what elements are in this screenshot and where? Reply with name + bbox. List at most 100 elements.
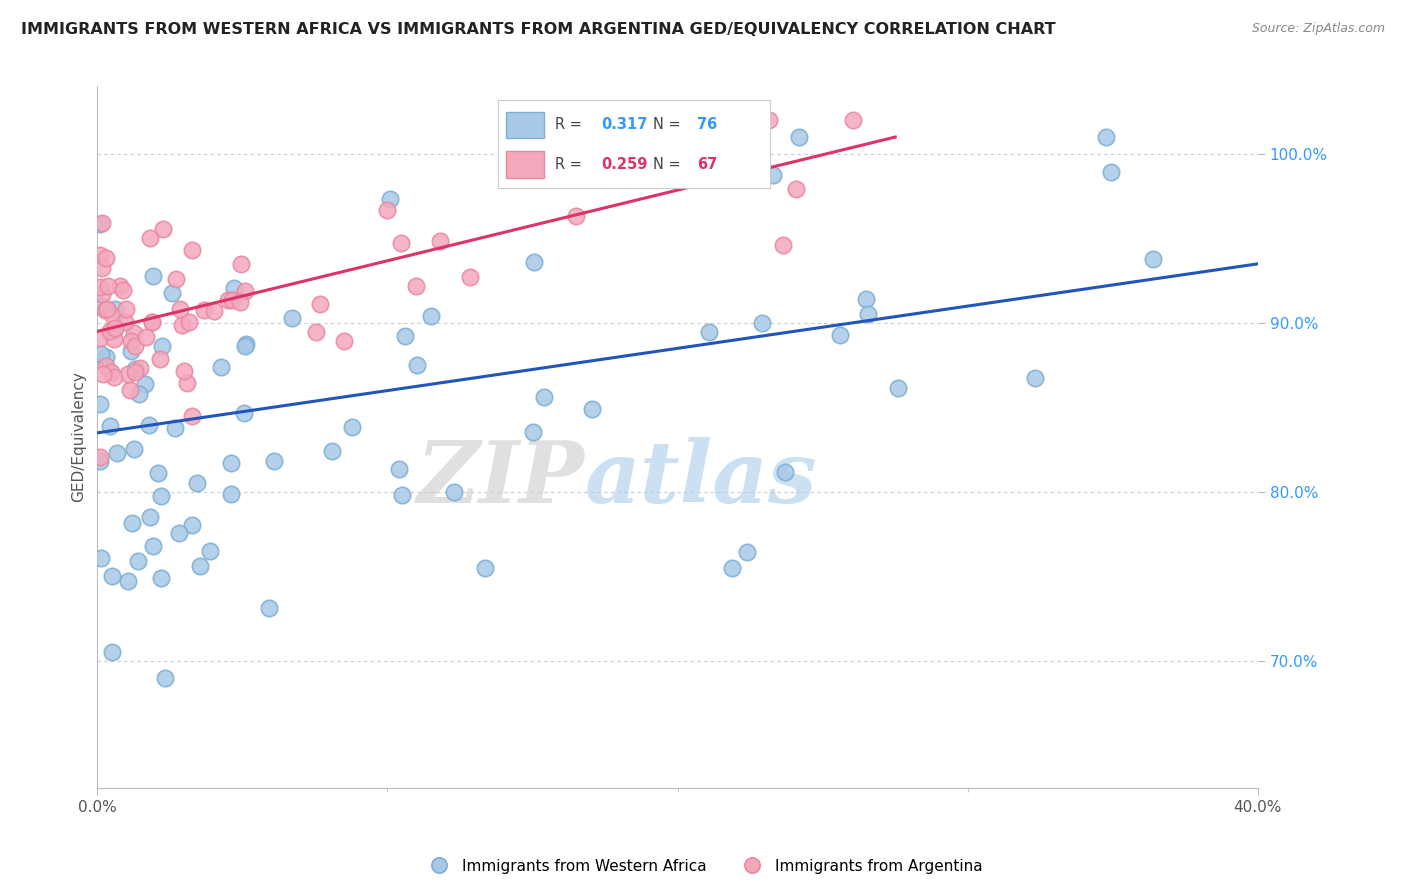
Point: [148, 466, 170, 480]
Point: [429, 234, 451, 248]
Point: [139, 510, 162, 524]
Point: [142, 268, 165, 283]
Point: [101, 569, 124, 583]
Point: [259, 601, 281, 615]
Point: [474, 561, 496, 575]
Point: [101, 645, 124, 659]
Point: [235, 336, 257, 351]
Point: [94, 359, 117, 373]
Point: [177, 315, 200, 329]
Point: [105, 446, 128, 460]
Point: [167, 525, 190, 540]
Point: [697, 326, 720, 340]
Point: [97, 279, 120, 293]
Point: [89, 248, 111, 262]
Text: ZIP: ZIP: [418, 437, 585, 521]
Point: [89, 450, 111, 464]
Point: [170, 318, 193, 333]
Point: [149, 352, 172, 367]
Point: [380, 192, 402, 206]
Point: [89, 454, 111, 468]
Point: [887, 381, 910, 395]
Point: [108, 279, 131, 293]
Point: [181, 409, 204, 423]
Point: [111, 283, 134, 297]
Point: [173, 364, 195, 378]
Point: [117, 368, 139, 382]
Point: [855, 292, 877, 306]
Point: [1142, 252, 1164, 266]
Point: [522, 425, 544, 440]
Point: [221, 457, 243, 471]
Point: [128, 386, 150, 401]
Point: [405, 279, 427, 293]
Point: [388, 462, 411, 476]
Point: [134, 376, 156, 391]
Point: [309, 297, 332, 311]
Point: [321, 444, 343, 458]
Point: [104, 301, 127, 316]
Legend: Immigrants from Western Africa, Immigrants from Argentina: Immigrants from Western Africa, Immigran…: [418, 853, 988, 880]
Point: [842, 113, 865, 128]
Point: [735, 544, 758, 558]
Point: [150, 339, 173, 353]
Point: [305, 325, 328, 339]
Point: [141, 539, 163, 553]
Point: [120, 343, 142, 358]
Point: [217, 293, 239, 307]
Point: [96, 251, 118, 265]
Point: [751, 316, 773, 330]
Point: [229, 257, 252, 271]
Point: [169, 302, 191, 317]
Point: [209, 359, 232, 374]
Point: [90, 347, 112, 361]
Point: [233, 406, 256, 420]
Point: [103, 323, 125, 337]
Point: [141, 315, 163, 329]
Point: [98, 325, 121, 339]
Point: [333, 334, 356, 348]
Point: [89, 299, 111, 313]
Point: [94, 302, 117, 317]
Point: [202, 303, 225, 318]
Point: [149, 489, 172, 503]
Point: [669, 169, 692, 184]
Point: [193, 303, 215, 318]
Text: Source: ZipAtlas.com: Source: ZipAtlas.com: [1251, 22, 1385, 36]
Point: [121, 516, 143, 530]
Point: [89, 331, 111, 345]
Point: [228, 294, 250, 309]
Point: [391, 235, 413, 250]
Point: [152, 222, 174, 236]
Point: [394, 328, 416, 343]
Point: [420, 309, 443, 323]
Point: [115, 302, 138, 317]
Point: [90, 216, 112, 230]
Point: [149, 571, 172, 585]
Point: [124, 365, 146, 379]
Point: [235, 339, 257, 353]
Point: [93, 367, 115, 381]
Point: [405, 359, 427, 373]
Point: [375, 203, 398, 218]
Point: [101, 310, 124, 324]
Point: [443, 485, 465, 500]
Point: [114, 315, 136, 329]
Point: [180, 243, 202, 257]
Point: [1095, 130, 1118, 145]
Point: [224, 281, 246, 295]
Point: [96, 350, 118, 364]
Point: [758, 113, 780, 128]
Point: [103, 332, 125, 346]
Point: [89, 217, 111, 231]
Point: [128, 360, 150, 375]
Point: [762, 168, 785, 182]
Point: [138, 231, 160, 245]
Point: [787, 130, 810, 145]
Point: [98, 419, 121, 434]
Point: [721, 561, 744, 575]
Point: [1024, 370, 1046, 384]
Text: atlas: atlas: [585, 437, 817, 521]
Point: [163, 421, 186, 435]
Point: [581, 402, 603, 417]
